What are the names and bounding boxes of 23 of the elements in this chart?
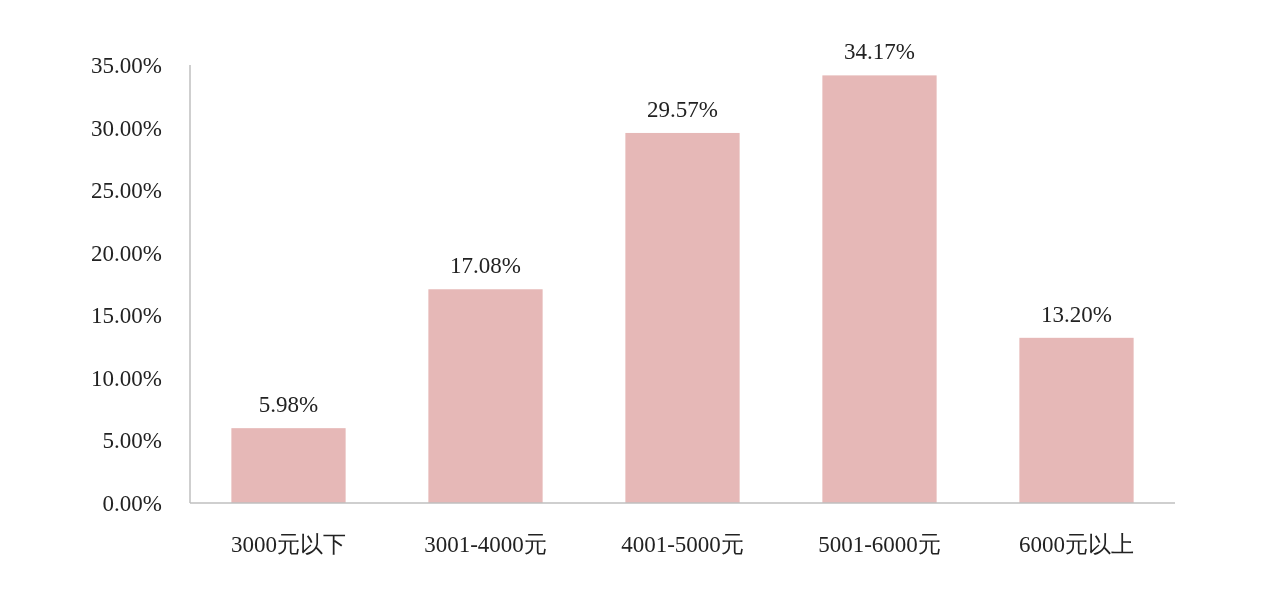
data-label: 34.17% bbox=[844, 39, 915, 65]
x-tick-label: 4001-5000元 bbox=[621, 532, 744, 557]
x-tick-label: 5001-6000元 bbox=[818, 532, 941, 557]
x-tick-label: 6000元以上 bbox=[1019, 532, 1134, 557]
y-tick-label: 5.00% bbox=[102, 428, 162, 454]
data-label: 17.08% bbox=[450, 253, 521, 279]
y-tick-label: 30.00% bbox=[91, 115, 162, 141]
data-label: 13.20% bbox=[1041, 301, 1112, 327]
data-label: 29.57% bbox=[647, 96, 718, 122]
y-tick-label: 15.00% bbox=[91, 303, 162, 329]
x-tick-label: 3000元以下 bbox=[231, 532, 346, 557]
y-tick-label: 0.00% bbox=[102, 491, 162, 516]
bar bbox=[1019, 337, 1134, 503]
bar bbox=[625, 132, 740, 503]
bar bbox=[428, 289, 543, 503]
bar bbox=[231, 428, 346, 503]
y-tick-label: 25.00% bbox=[91, 178, 162, 204]
y-tick-label: 20.00% bbox=[91, 240, 162, 266]
x-tick-label: 3001-4000元 bbox=[424, 532, 547, 557]
y-tick-label: 35.00% bbox=[91, 53, 162, 78]
data-label: 5.98% bbox=[258, 392, 319, 418]
y-tick-label: 10.00% bbox=[91, 365, 162, 391]
bar bbox=[822, 75, 937, 503]
